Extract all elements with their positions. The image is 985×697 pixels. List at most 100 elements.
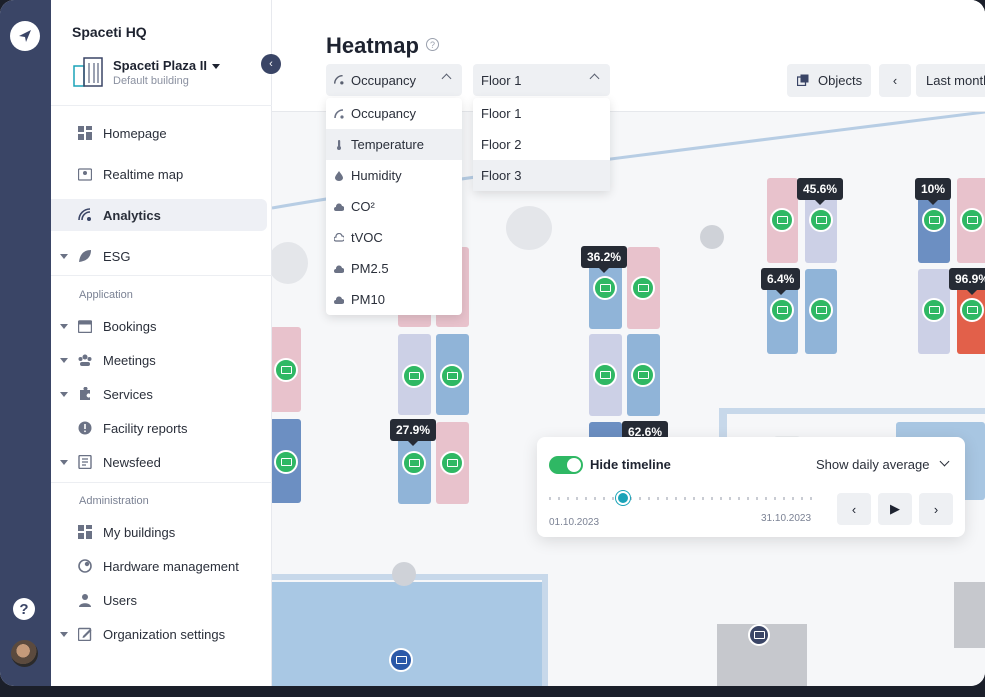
floor-option[interactable]: Floor 2: [473, 129, 610, 160]
timeline-prev-button[interactable]: ‹: [837, 493, 871, 525]
grid-icon: [78, 525, 92, 539]
calendar-icon: [78, 320, 92, 333]
desk-seat-icon[interactable]: [631, 276, 655, 300]
desk-seat-icon[interactable]: [922, 208, 946, 232]
timeline-play-button[interactable]: ▶: [878, 493, 912, 525]
nav-meetings[interactable]: Meetings: [51, 344, 267, 376]
avatar[interactable]: [11, 640, 38, 667]
floor-option[interactable]: Floor 3: [473, 160, 610, 191]
metric-dropdown: Occupancy Temperature Humidity CO² tVOC …: [326, 98, 462, 315]
expand-arrow-icon[interactable]: [60, 459, 68, 465]
nav-my-buildings[interactable]: My buildings: [51, 516, 267, 548]
nav-services[interactable]: Services: [51, 378, 267, 410]
nav-homepage[interactable]: Homepage: [51, 117, 267, 149]
desk-seat-icon[interactable]: [809, 208, 833, 232]
chevron-down-icon[interactable]: [939, 456, 950, 467]
nav-label: Analytics: [103, 207, 161, 223]
nav-label: Hardware management: [103, 558, 239, 574]
metric-option[interactable]: Humidity: [326, 160, 462, 191]
cloud-icon: [334, 264, 344, 273]
metric-option[interactable]: PM10: [326, 284, 462, 315]
cloud-icon: [334, 202, 344, 211]
round-table: [700, 225, 724, 249]
objects-button[interactable]: Objects: [787, 64, 871, 97]
expand-arrow-icon[interactable]: [60, 253, 68, 259]
hide-timeline-toggle[interactable]: [549, 456, 583, 474]
room-icon[interactable]: [389, 648, 413, 672]
help-icon[interactable]: ?: [13, 598, 35, 620]
metric-option[interactable]: Occupancy: [326, 98, 462, 129]
hardware-icon: [78, 559, 92, 573]
metric-option-label: Occupancy: [351, 106, 417, 121]
divider: [51, 105, 272, 106]
nav-label: Users: [103, 592, 137, 608]
daily-average-select[interactable]: Show daily average: [816, 457, 930, 472]
room-icon[interactable]: [748, 624, 770, 646]
period-label: Last month: [926, 73, 985, 88]
floor-option[interactable]: Floor 1: [473, 98, 610, 129]
metric-option[interactable]: CO²: [326, 191, 462, 222]
desk-seat-icon[interactable]: [402, 364, 426, 388]
desk-seat-icon[interactable]: [770, 298, 794, 322]
expand-arrow-icon[interactable]: [60, 357, 68, 363]
nav-facility-reports[interactable]: Facility reports: [51, 412, 267, 444]
desk-seat-icon[interactable]: [960, 298, 984, 322]
nav-analytics[interactable]: Analytics: [51, 199, 267, 231]
user-icon: [79, 594, 91, 607]
building-selector[interactable]: Spaceti Plaza II: [113, 58, 220, 73]
metric-option-label: CO²: [351, 199, 375, 214]
prev-period-button[interactable]: ‹: [879, 64, 911, 97]
help-circle-icon[interactable]: ?: [426, 38, 439, 51]
nav-newsfeed[interactable]: Newsfeed: [51, 446, 267, 478]
metric-option[interactable]: PM2.5: [326, 253, 462, 284]
nav-esg[interactable]: ESG: [51, 240, 267, 272]
period-select[interactable]: Last month: [916, 64, 985, 97]
nav-users[interactable]: Users: [51, 584, 267, 616]
leaf-icon: [79, 250, 91, 262]
desk-seat-icon[interactable]: [593, 276, 617, 300]
nav-label: Services: [103, 386, 153, 402]
timeline-panel: Hide timeline Show daily average 01.10.2…: [537, 437, 965, 537]
timeline-next-button[interactable]: ›: [919, 493, 953, 525]
timeline-slider-handle[interactable]: [616, 491, 631, 505]
nav-bookings[interactable]: Bookings: [51, 310, 267, 342]
metric-select[interactable]: Occupancy: [326, 64, 462, 96]
expand-arrow-icon[interactable]: [60, 323, 68, 329]
desk-seat-icon[interactable]: [770, 208, 794, 232]
desk-seat-icon[interactable]: [631, 363, 655, 387]
expand-arrow-icon[interactable]: [60, 631, 68, 637]
floor-plan-map[interactable]: 27.9% 36.2% 62.6% 45.6%: [272, 112, 985, 686]
desk-seat-icon[interactable]: [440, 451, 464, 475]
collapse-sidebar-button[interactable]: ‹: [261, 54, 281, 74]
expand-arrow-icon[interactable]: [60, 391, 68, 397]
nav-label: My buildings: [103, 524, 176, 540]
metric-option[interactable]: tVOC: [326, 222, 462, 253]
floor-select[interactable]: Floor 1: [473, 64, 610, 96]
spaceti-logo-icon[interactable]: [10, 21, 40, 51]
desk-seat-icon[interactable]: [274, 358, 298, 382]
desk-seat-icon[interactable]: [809, 298, 833, 322]
desk-seat-icon[interactable]: [440, 364, 464, 388]
building-name: Spaceti Plaza II: [113, 58, 207, 73]
desk-seat-icon[interactable]: [922, 298, 946, 322]
floor-dropdown: Floor 1 Floor 2 Floor 3: [473, 98, 610, 191]
metric-option[interactable]: Temperature: [326, 129, 462, 160]
nav-organization-settings[interactable]: Organization settings: [51, 618, 267, 650]
floor-select-value: Floor 1: [481, 72, 522, 88]
desk-seat-icon[interactable]: [960, 208, 984, 232]
metric-option-label: PM10: [351, 292, 385, 307]
desk-seat-icon[interactable]: [402, 451, 426, 475]
desk-seat-icon[interactable]: [274, 450, 298, 474]
nav-label: Homepage: [103, 125, 167, 141]
nav-hardware-management[interactable]: Hardware management: [51, 550, 267, 582]
desk-seat-icon[interactable]: [593, 363, 617, 387]
sidebar: Spaceti HQ Spaceti Plaza II Default buil…: [51, 0, 281, 686]
metric-option-label: Humidity: [351, 168, 402, 183]
main-content: 27.9% 36.2% 62.6% 45.6%: [272, 0, 985, 686]
analytics-icon: [78, 208, 91, 221]
nav-label: Realtime map: [103, 166, 184, 182]
building-subtitle: Default building: [113, 75, 189, 87]
app-rail: ?: [0, 0, 51, 686]
timeline-track[interactable]: [549, 497, 814, 500]
nav-realtime-map[interactable]: Realtime map: [51, 158, 267, 190]
